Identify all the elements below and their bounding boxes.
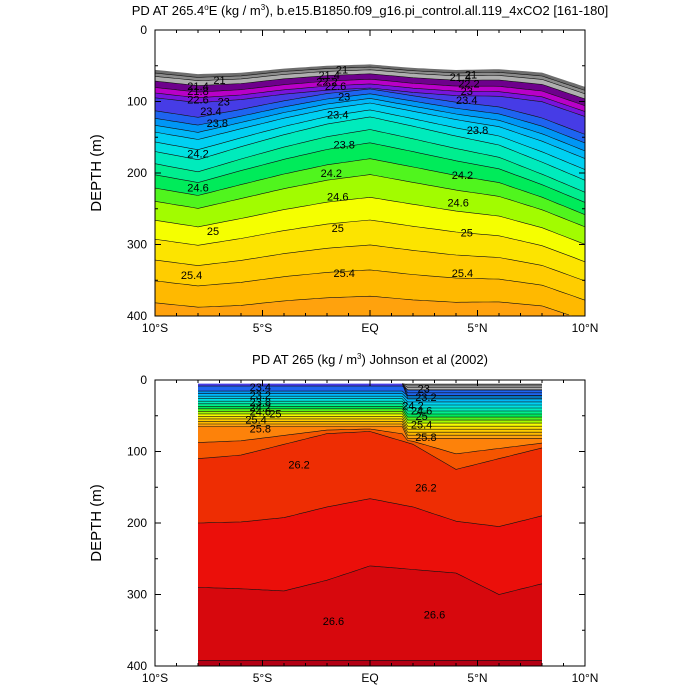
ytick-label: 100 xyxy=(127,445,147,459)
xtick-label: 10°N xyxy=(572,671,599,685)
xtick-label: 5°S xyxy=(253,321,272,335)
contour-label: 24.6 xyxy=(447,197,468,209)
panel-top-title: PD AT 265.4oE (kg / m3), b.e15.B1850.f09… xyxy=(132,3,609,18)
contour-label: 23.8 xyxy=(333,139,354,151)
contour-label: 25.4 xyxy=(411,419,432,431)
contour-label: 26.2 xyxy=(288,459,309,471)
ytick-label: 200 xyxy=(127,516,147,530)
contour-label: 23.8 xyxy=(207,118,228,130)
contour-label: 24.2 xyxy=(321,168,342,180)
contour-label: 26.6 xyxy=(323,616,344,628)
contour-label: 24.6 xyxy=(187,182,208,194)
contour-label: 25.8 xyxy=(415,432,436,444)
contour-label: 23.8 xyxy=(467,125,488,137)
contour-label: 26.2 xyxy=(415,482,436,494)
contour-label: 24.6 xyxy=(327,192,348,204)
contour-label: 23.4 xyxy=(327,109,348,121)
panel-bottom-title: PD AT 265 (kg / m3) Johnson et al (2002) xyxy=(252,352,488,367)
contour-label: 25.4 xyxy=(333,268,354,280)
ytick-label: 0 xyxy=(140,23,147,37)
contour-label: 23 xyxy=(338,91,350,103)
ytick-label: 300 xyxy=(127,238,147,252)
xtick-label: 5°N xyxy=(467,321,487,335)
contour-label: 25.4 xyxy=(452,268,473,280)
xtick-label: 10°S xyxy=(142,321,168,335)
ytick-label: 100 xyxy=(127,95,147,109)
contour-label: 23.4 xyxy=(200,106,221,118)
contour-label: 25 xyxy=(332,223,344,235)
ytick-label: 200 xyxy=(127,166,147,180)
panel-top-ylabel: DEPTH (m) xyxy=(88,134,105,212)
xtick-label: EQ xyxy=(361,671,378,685)
xtick-label: 5°N xyxy=(467,671,487,685)
xtick-label: 10°S xyxy=(142,671,168,685)
contour-label: 25.8 xyxy=(250,424,271,436)
xtick-label: 10°N xyxy=(572,321,599,335)
contour-label: 25 xyxy=(207,226,219,238)
panel-bottom: PD AT 265 (kg / m3) Johnson et al (2002)… xyxy=(88,352,598,685)
contour-label: 25.4 xyxy=(181,270,202,282)
contour-label: 22.6 xyxy=(187,94,208,106)
contour-label: 25 xyxy=(461,227,473,239)
panel-top: PD AT 265.4oE (kg / m3), b.e15.B1850.f09… xyxy=(88,3,608,335)
panel-bottom-ylabel: DEPTH (m) xyxy=(88,484,105,562)
contour-label: 26.6 xyxy=(424,610,445,622)
contour-label: 24.2 xyxy=(187,149,208,161)
xtick-label: EQ xyxy=(361,321,378,335)
contour-label: 24.2 xyxy=(452,170,473,182)
xtick-label: 5°S xyxy=(253,671,272,685)
ytick-label: 0 xyxy=(140,373,147,387)
contour-label: 23.4 xyxy=(456,95,477,107)
contour-label: 21 xyxy=(213,75,225,87)
contour-label: 25 xyxy=(269,409,281,421)
ytick-label: 300 xyxy=(127,588,147,602)
figure-canvas: PD AT 265.4oE (kg / m3), b.e15.B1850.f09… xyxy=(0,0,700,700)
